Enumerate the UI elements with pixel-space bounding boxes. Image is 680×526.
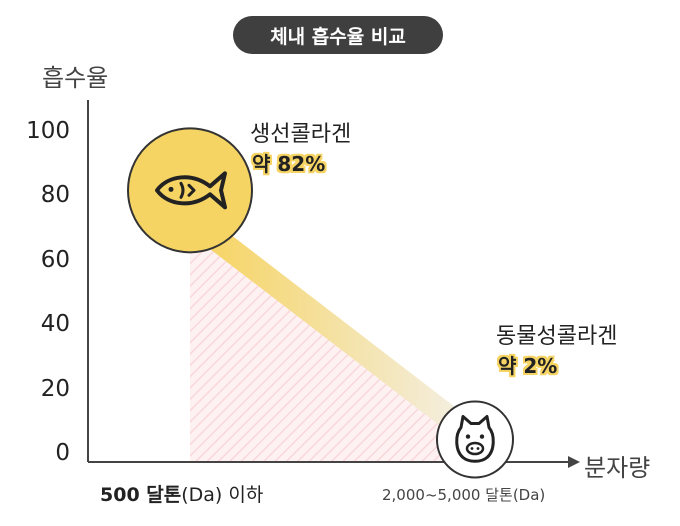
data-point-pig	[436, 400, 514, 479]
x-category-2: 2,000~5,000 달톤(Da)	[382, 486, 546, 504]
y-tick-label: 80	[40, 182, 70, 208]
pig-icon	[455, 415, 495, 463]
y-tick-label: 100	[26, 118, 70, 144]
point-value-fish: 약 82%	[252, 152, 326, 176]
x-axis-label: 분자량	[584, 454, 651, 482]
x-category-1-rest: (Da) 이하	[181, 484, 264, 506]
point-name-fish: 생선콜라겐	[250, 122, 352, 147]
x-axis-arrow	[568, 456, 580, 468]
chart-title: 체내 흡수율 비교	[233, 16, 443, 54]
data-point-marker	[436, 400, 514, 479]
y-tick-label: 0	[55, 440, 70, 466]
fish-icon	[155, 171, 227, 210]
x-category-1-bold: 500 달톤	[100, 484, 182, 506]
x-category-1: 500 달톤(Da) 이하	[100, 480, 263, 507]
data-point-marker	[127, 127, 253, 254]
point-value-pig: 약 2%	[498, 354, 558, 378]
area-under-line	[190, 234, 475, 462]
y-tick-label: 20	[40, 376, 70, 402]
y-tick-label: 40	[40, 311, 70, 337]
y-tick-label: 60	[40, 247, 70, 273]
series-line	[200, 222, 483, 448]
data-point-fish	[127, 127, 253, 254]
y-axis-label: 흡수율	[42, 64, 109, 92]
point-name-pig: 동물성콜라겐	[496, 324, 618, 349]
